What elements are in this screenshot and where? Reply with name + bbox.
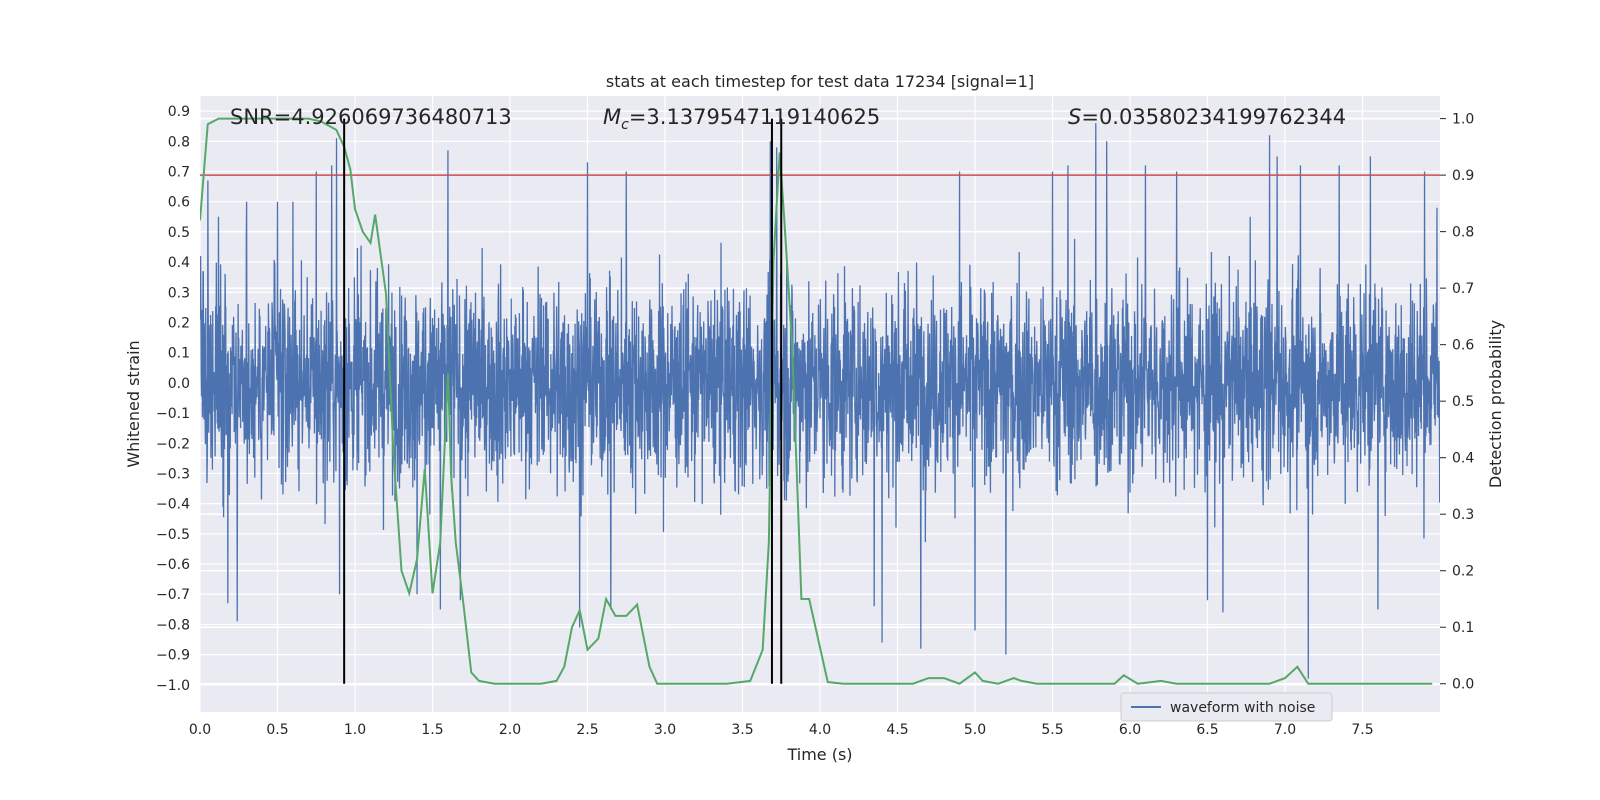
axes: 0.0 0.5 1.0 1.5 2.0 2.5 3.0 3.5 4.0 4.5 5.0 5.5 6.0 6… (156, 104, 1474, 738)
x-tick-label: 1.5 (421, 722, 443, 738)
y-tick-label-left: −0.5 (156, 527, 190, 543)
x-tick-label: 6.5 (1196, 722, 1218, 738)
y-tick-label-left: −0.3 (156, 466, 190, 482)
y-tick-label-left: −1.0 (156, 678, 190, 694)
y-tick-label-right: 0.6 (1452, 338, 1474, 354)
y-tick-label-left: −0.4 (156, 497, 190, 513)
x-tick-label: 0.0 (189, 722, 211, 738)
y-tick-label-right: 0.0 (1452, 677, 1474, 693)
x-tick-label: 5.0 (964, 722, 986, 738)
x-tick-label: 7.0 (1274, 722, 1296, 738)
y-tick-label-right: 0.8 (1452, 225, 1474, 241)
y-tick-label-left: −0.7 (156, 587, 190, 603)
y-tick-label-right: 0.5 (1452, 394, 1474, 410)
x-tick-label: 1.0 (344, 722, 366, 738)
x-tick-label: 6.0 (1119, 722, 1141, 738)
chirp-mass-symbol: M (603, 105, 621, 129)
x-tick-label: 7.5 (1351, 722, 1373, 738)
chirp-mass-subscript: c (621, 117, 629, 133)
chart-title: stats at each timestep for test data 172… (606, 72, 1034, 91)
y-tick-label-right: 0.4 (1452, 451, 1474, 467)
plot-area (200, 117, 1440, 685)
series-detection-probability (200, 117, 1433, 685)
chirp-mass-value: =3.1379547119140625 (629, 105, 880, 129)
legend-entry: waveform with noise (1170, 700, 1315, 716)
y-tick-label-left: 0.8 (168, 134, 190, 150)
x-tick-label: 3.0 (654, 722, 676, 738)
x-tick-label: 4.0 (809, 722, 831, 738)
y-tick-label-left: 0.6 (168, 195, 190, 211)
series-waveform-with-noise (200, 123, 1440, 679)
x-tick-label: 4.5 (886, 722, 908, 738)
x-tick-label: 5.5 (1041, 722, 1063, 738)
legend-box (1120, 692, 1333, 722)
y-tick-label-left: 0.2 (168, 315, 190, 331)
x-tick-label: 0.5 (266, 722, 288, 738)
y-tick-label-left: 0.3 (168, 285, 190, 301)
y-tick-label-left: 0.1 (168, 346, 190, 362)
s-annotation: S=0.03580234199762344 (1068, 105, 1346, 129)
x-tick-label: 2.0 (499, 722, 521, 738)
x-tick-label: 3.5 (731, 722, 753, 738)
x-axis-label: Time (s) (786, 745, 852, 764)
y-tick-label-right: 0.1 (1452, 620, 1474, 636)
snr-annotation: SNR=4.926069736480713 (230, 105, 512, 129)
y-tick-label-left: −0.2 (156, 436, 190, 452)
y-tick-label-right: 0.7 (1452, 281, 1474, 297)
y-tick-label-left: 0.4 (168, 255, 190, 271)
y-tick-label-left: 0.5 (168, 225, 190, 241)
s-symbol: S (1068, 105, 1081, 129)
y-tick-label-right: 1.0 (1452, 112, 1474, 128)
chirp-mass-annotation: Mc=3.1379547119140625 (603, 105, 880, 133)
x-tick-label: 2.5 (576, 722, 598, 738)
s-value: =0.03580234199762344 (1081, 105, 1346, 129)
y-axis-label-left: Whitened strain (124, 340, 143, 467)
y-tick-label-left: −0.1 (156, 406, 190, 422)
y-tick-label-left: 0.0 (168, 376, 190, 392)
y-tick-label-left: −0.9 (156, 648, 190, 664)
y-tick-label-left: 0.7 (168, 164, 190, 180)
legend: waveform with noise (1120, 692, 1333, 722)
y-tick-label-right: 0.3 (1452, 507, 1474, 523)
y-tick-label-right: 0.9 (1452, 168, 1474, 184)
y-tick-label-right: 0.2 (1452, 564, 1474, 580)
y-tick-label-left: −0.8 (156, 617, 190, 633)
y-axis-label-right: Detection probability (1486, 320, 1505, 488)
y-tick-label-left: −0.6 (156, 557, 190, 573)
y-tick-label-left: 0.9 (168, 104, 190, 120)
